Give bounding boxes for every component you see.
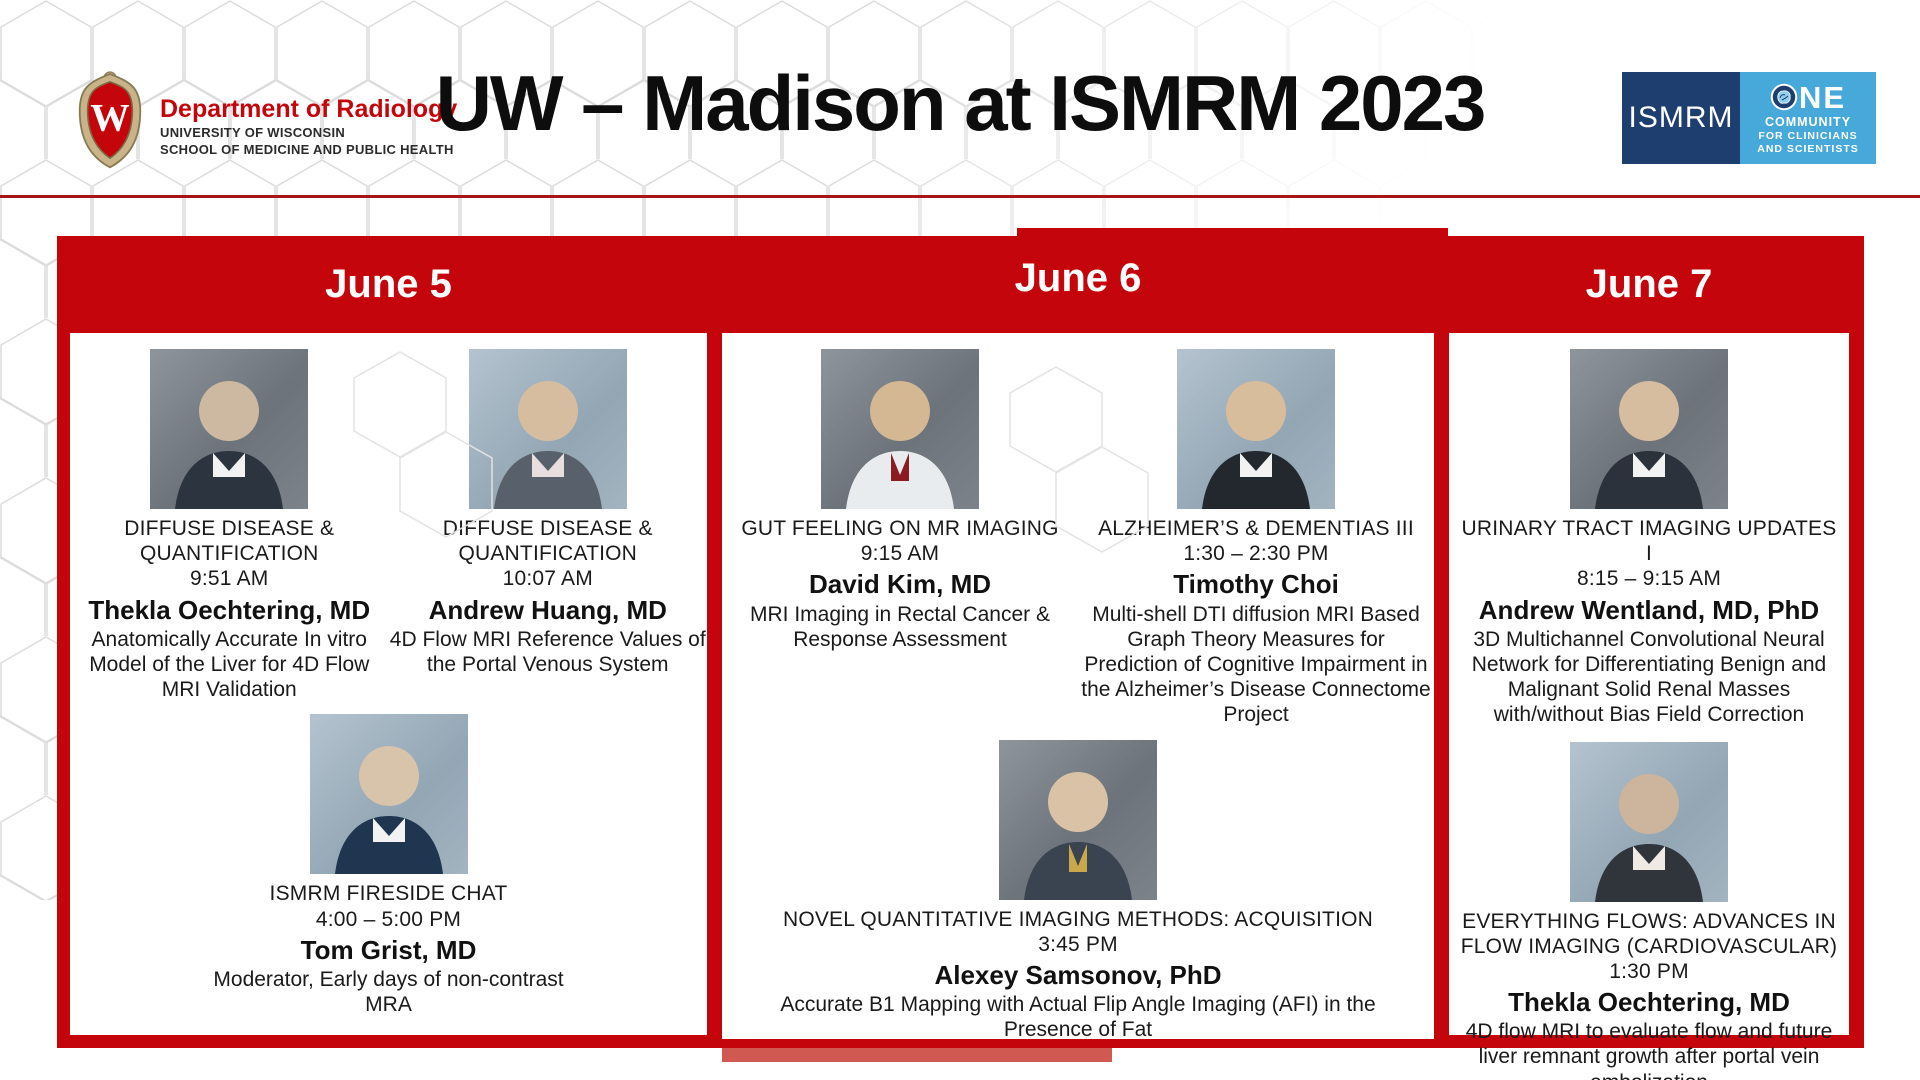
ismrm-one-community: NE COMMUNITY FOR CLINICIANS AND SCIENTIS…: [1740, 72, 1876, 164]
speaker-photo: [1570, 349, 1728, 509]
avatar-icon: [1595, 773, 1703, 902]
talk-title: Moderator, Early days of non-contrast MR…: [213, 967, 564, 1017]
speaker-name: Andrew Wentland, MD, PhD: [1478, 594, 1820, 625]
talk-title: Anatomically Accurate In vitro Model of …: [89, 627, 370, 702]
svg-text:W: W: [90, 96, 129, 140]
talk-title: Accurate B1 Mapping with Actual Flip Ang…: [780, 993, 1376, 1042]
avatar-icon: [493, 381, 602, 509]
day-column-june6: GUT FEELING ON MR IMAGING 9:15 AM David …: [722, 333, 1434, 1041]
speaker-photo: [468, 349, 627, 509]
june6-bottom-tab: [722, 1048, 1112, 1062]
session-time: 1:30 – 2:30 PM: [1183, 542, 1329, 566]
speaker-photo: [999, 739, 1157, 900]
june6-top-tab: [1017, 228, 1448, 236]
avatar-icon: [1595, 381, 1703, 509]
avatar-icon: [334, 746, 443, 875]
talk-card: NOVEL QUANTITATIVE IMAGING METHODS: ACQU…: [778, 738, 1378, 1043]
session-name: DIFFUSE DISEASE & QUANTIFICATION: [124, 517, 335, 566]
session-time: 8:15 – 9:15 AM: [1576, 567, 1722, 591]
speaker-photo: [821, 349, 979, 509]
speaker-name: David Kim, MD: [808, 569, 992, 600]
ismrm-scientists-label: AND SCIENTISTS: [1757, 142, 1859, 155]
talk-card: DIFFUSE DISEASE & QUANTIFICATION 9:51 AM…: [70, 347, 389, 702]
speaker-name: Thekla Oechtering, MD: [88, 594, 371, 625]
session-name: GUT FEELING ON MR IMAGING: [741, 517, 1059, 540]
session-name: ISMRM FIRESIDE CHAT: [269, 882, 508, 906]
session-name: DIFFUSE DISEASE & QUANTIFICATION: [442, 517, 653, 566]
talk-title: 3D Multichannel Convolutional Neural Net…: [1471, 627, 1827, 727]
ismrm-one-label: NE: [1798, 79, 1847, 115]
session-time: 10:07 AM: [502, 567, 593, 591]
talk-title: Multi-shell DTI diffusion MRI Based Grap…: [1081, 602, 1431, 727]
talk-card: DIFFUSE DISEASE & QUANTIFICATION 10:07 A…: [389, 347, 708, 702]
logo-university-name: UNIVERSITY OF WISCONSIN: [160, 125, 346, 141]
talk-card: ISMRM FIRESIDE CHAT 4:00 – 5:00 PM Tom G…: [209, 712, 569, 1017]
ismrm-logo: ISMRM NE COMMUNITY FOR CLINICIANS AND SC…: [1622, 72, 1876, 164]
uw-radiology-logo: W Department of Radiology UNIVERSITY OF …: [70, 70, 457, 170]
talk-card: GUT FEELING ON MR IMAGING 9:15 AM David …: [730, 347, 1070, 728]
avatar-icon: [846, 381, 954, 509]
talk-card: URINARY TRACT IMAGING UPDATES I 8:15 – 9…: [1457, 347, 1841, 728]
avatar-icon: [175, 381, 284, 509]
ismrm-community-label: COMMUNITY: [1764, 114, 1852, 129]
logo-school-name: SCHOOL OF MEDICINE AND PUBLIC HEALTH: [160, 141, 454, 157]
speaker-name: Thekla Oechtering, MD: [1508, 987, 1790, 1018]
speaker-photo: [150, 349, 309, 509]
header-divider-rule: [0, 195, 1920, 198]
talk-title: 4D flow MRI to evaluate flow and future …: [1465, 1020, 1833, 1080]
speaker-name: Tom Grist, MD: [300, 934, 477, 965]
speaker-photo: [1570, 741, 1728, 902]
session-time: 1:30 PM: [1609, 959, 1689, 983]
speaker-name: Alexey Samsonov, PhD: [934, 959, 1222, 990]
day-column-june5: DIFFUSE DISEASE & QUANTIFICATION 9:51 AM…: [70, 333, 707, 1035]
session-name: URINARY TRACT IMAGING UPDATES I: [1461, 517, 1837, 566]
avatar-icon: [1024, 771, 1132, 900]
talk-card: EVERYTHING FLOWS: ADVANCES IN FLOW IMAGI…: [1457, 740, 1841, 1080]
day-header-june6: June 6: [1014, 256, 1142, 300]
speaker-name: Timothy Choi: [1173, 569, 1339, 600]
day-header-june7: June 7: [1585, 262, 1713, 306]
session-time: 4:00 – 5:00 PM: [315, 907, 462, 931]
talk-title: MRI Imaging in Rectal Cancer & Response …: [750, 602, 1050, 651]
talk-title: 4D Flow MRI Reference Values of the Port…: [389, 627, 706, 676]
page-title: UW – Madison at ISMRM 2023: [435, 59, 1487, 147]
brain-icon: [1770, 83, 1798, 111]
session-name: EVERYTHING FLOWS: ADVANCES IN FLOW IMAGI…: [1460, 909, 1838, 958]
ismrm-clinicians-label: FOR CLINICIANS: [1758, 129, 1858, 142]
talk-card: ALZHEIMER’S & DEMENTIAS III 1:30 – 2:30 …: [1078, 347, 1434, 728]
session-time: 3:45 PM: [1038, 932, 1118, 956]
session-name: ALZHEIMER’S & DEMENTIAS III: [1098, 517, 1414, 540]
speaker-photo: [309, 714, 468, 875]
avatar-icon: [1202, 381, 1310, 509]
uw-crest-icon: W: [78, 71, 142, 169]
session-time: 9:15 AM: [860, 542, 940, 566]
session-name: NOVEL QUANTITATIVE IMAGING METHODS: ACQU…: [782, 907, 1374, 931]
schedule-board: June 5 June 6 June 7 DIFFUSE DISEAS: [57, 228, 1864, 1080]
ismrm-acronym: ISMRM: [1622, 72, 1740, 164]
logo-department-name: Department of Radiology: [160, 95, 458, 124]
day-header-june5: June 5: [325, 262, 452, 306]
day-column-june7: URINARY TRACT IMAGING UPDATES I 8:15 – 9…: [1449, 333, 1849, 1080]
speaker-name: Andrew Huang, MD: [428, 594, 667, 625]
session-time: 9:51 AM: [190, 567, 269, 591]
speaker-photo: [1177, 349, 1335, 509]
